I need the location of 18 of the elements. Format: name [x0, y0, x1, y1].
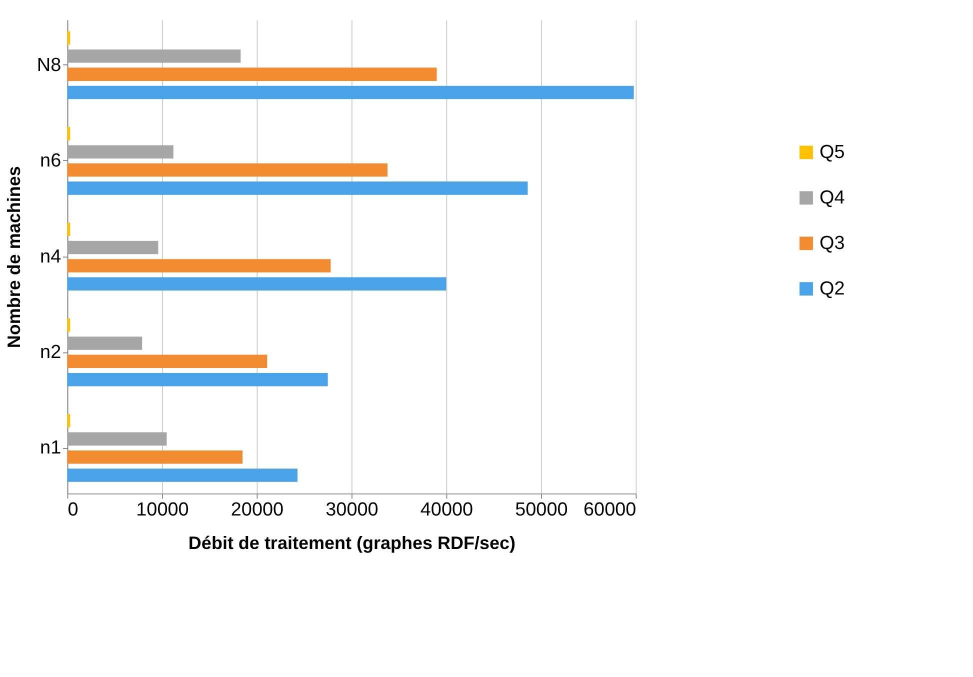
- y-tick-label: n1: [40, 438, 62, 459]
- legend-label: Q5: [820, 142, 845, 164]
- x-tick-label: 20000: [230, 500, 284, 521]
- y-tick-label: n4: [40, 246, 62, 268]
- x-tick-label: 30000: [326, 500, 378, 521]
- y-tick-label: n2: [40, 342, 62, 364]
- x-tick-label: 50000: [515, 500, 568, 521]
- x-tick-label: 0: [68, 500, 78, 521]
- y-tick-label: n6: [40, 150, 62, 172]
- x-tick-label: 10000: [136, 500, 189, 521]
- legend-label: Q2: [820, 278, 845, 300]
- x-tick-label: 60000: [584, 500, 636, 521]
- legend-label: Q3: [820, 233, 845, 254]
- legend-label: Q4: [820, 188, 845, 209]
- x-axis-title: Débit de traitement (graphes RDF/sec): [188, 532, 516, 553]
- y-axis-title: Nombre de machines: [4, 166, 24, 348]
- y-tick-label: N8: [36, 54, 62, 76]
- x-tick-label: 40000: [420, 500, 474, 521]
